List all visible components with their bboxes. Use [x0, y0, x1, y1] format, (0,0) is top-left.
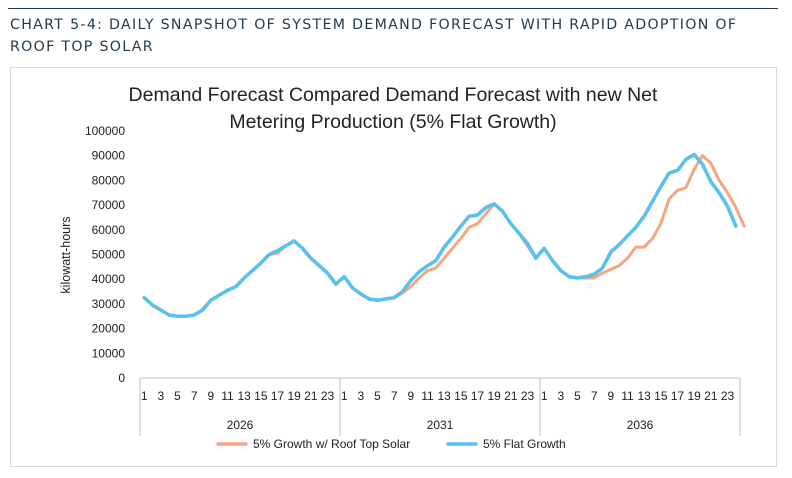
x-tick-label: 9 — [607, 389, 614, 403]
x-tick-label: 23 — [521, 389, 535, 403]
top-rule — [8, 8, 778, 9]
x-tick-label: 23 — [321, 389, 335, 403]
x-tick-label: 3 — [157, 389, 164, 403]
x-axis-ticks: 1 3 5 7 9 11 13 15 17 19 21 23 1 3 5 7 9 11 13 15 17 19 21 23 1 3… — [141, 389, 735, 403]
y-tick-label: 40000 — [92, 272, 126, 286]
y-tick-label: 0 — [118, 371, 125, 385]
x-tick-label: 11 — [421, 389, 434, 403]
x-tick-label: 3 — [557, 389, 564, 403]
x-tick-label: 13 — [437, 389, 451, 403]
x-tick-label: 17 — [671, 389, 685, 403]
x-tick-label: 19 — [487, 389, 501, 403]
x-tick-label: 5 — [374, 389, 381, 403]
chart-heading-line1: CHART 5-4: DAILY SNAPSHOT OF SYSTEM DEMA… — [10, 17, 738, 33]
y-tick-label: 50000 — [92, 248, 126, 262]
x-tick-label: 5 — [174, 389, 181, 403]
y-axis-ticks: 0 10000 20000 30000 40000 50000 60000 70000 8000… — [85, 124, 125, 385]
y-tick-label: 60000 — [92, 223, 126, 237]
y-tick-label: 70000 — [92, 198, 126, 212]
x-tick-label: 11 — [221, 389, 234, 403]
x-tick-label: 9 — [407, 389, 414, 403]
legend: 5% Growth w/ Roof Top Solar 5% Flat Growt… — [216, 437, 566, 451]
x-tick-label: 15 — [454, 389, 468, 403]
x-tick-label: 21 — [704, 389, 718, 403]
x-tick-label: 13 — [237, 389, 251, 403]
x-tick-label: 7 — [391, 389, 398, 403]
chart-heading-line2: ROOF TOP SOLAR — [10, 39, 154, 55]
y-tick-label: 20000 — [92, 322, 126, 336]
legend-label: 5% Flat Growth — [483, 437, 566, 451]
x-tick-label: 19 — [687, 389, 701, 403]
y-tick-label: 90000 — [92, 149, 126, 163]
x-tick-label: 1 — [141, 389, 148, 403]
series-line-flat — [142, 152, 738, 319]
y-axis-label: kilowatt-hours — [59, 216, 73, 293]
y-tick-label: 100000 — [85, 124, 125, 138]
x-tick-label: 21 — [504, 389, 518, 403]
y-tick-label: 80000 — [92, 173, 126, 187]
x-axis-groups: 2026 2031 2036 — [227, 418, 654, 432]
x-tick-label: 21 — [304, 389, 318, 403]
x-tick-label: 1 — [341, 389, 348, 403]
x-tick-label: 5 — [574, 389, 581, 403]
x-tick-label: 7 — [191, 389, 198, 403]
x-tick-label: 17 — [271, 389, 285, 403]
chart-frame — [10, 67, 777, 467]
x-tick-label: 15 — [254, 389, 268, 403]
x-tick-label: 23 — [721, 389, 735, 403]
chart-title-line2: Metering Production (5% Flat Growth) — [229, 111, 556, 133]
chart-heading: CHART 5-4: DAILY SNAPSHOT OF SYSTEM DEMA… — [10, 14, 780, 58]
x-tick-label: 3 — [357, 389, 364, 403]
x-group-label: 2031 — [427, 418, 454, 432]
x-tick-label: 11 — [621, 389, 634, 403]
x-group-label: 2036 — [627, 418, 654, 432]
series-lines — [142, 152, 746, 319]
x-group-label: 2026 — [227, 418, 254, 432]
chart-title-line1: Demand Forecast Compared Demand Forecast… — [129, 84, 658, 106]
legend-label: 5% Growth w/ Roof Top Solar — [253, 437, 410, 451]
x-tick-label: 15 — [654, 389, 668, 403]
x-tick-label: 17 — [471, 389, 485, 403]
x-tick-label: 13 — [637, 389, 651, 403]
x-tick-label: 9 — [207, 389, 214, 403]
y-tick-label: 10000 — [92, 346, 126, 360]
x-tick-label: 1 — [541, 389, 548, 403]
series-line-solar — [142, 154, 746, 318]
x-tick-label: 7 — [591, 389, 598, 403]
axes — [139, 377, 741, 436]
x-tick-label: 19 — [287, 389, 301, 403]
y-tick-label: 30000 — [92, 297, 126, 311]
